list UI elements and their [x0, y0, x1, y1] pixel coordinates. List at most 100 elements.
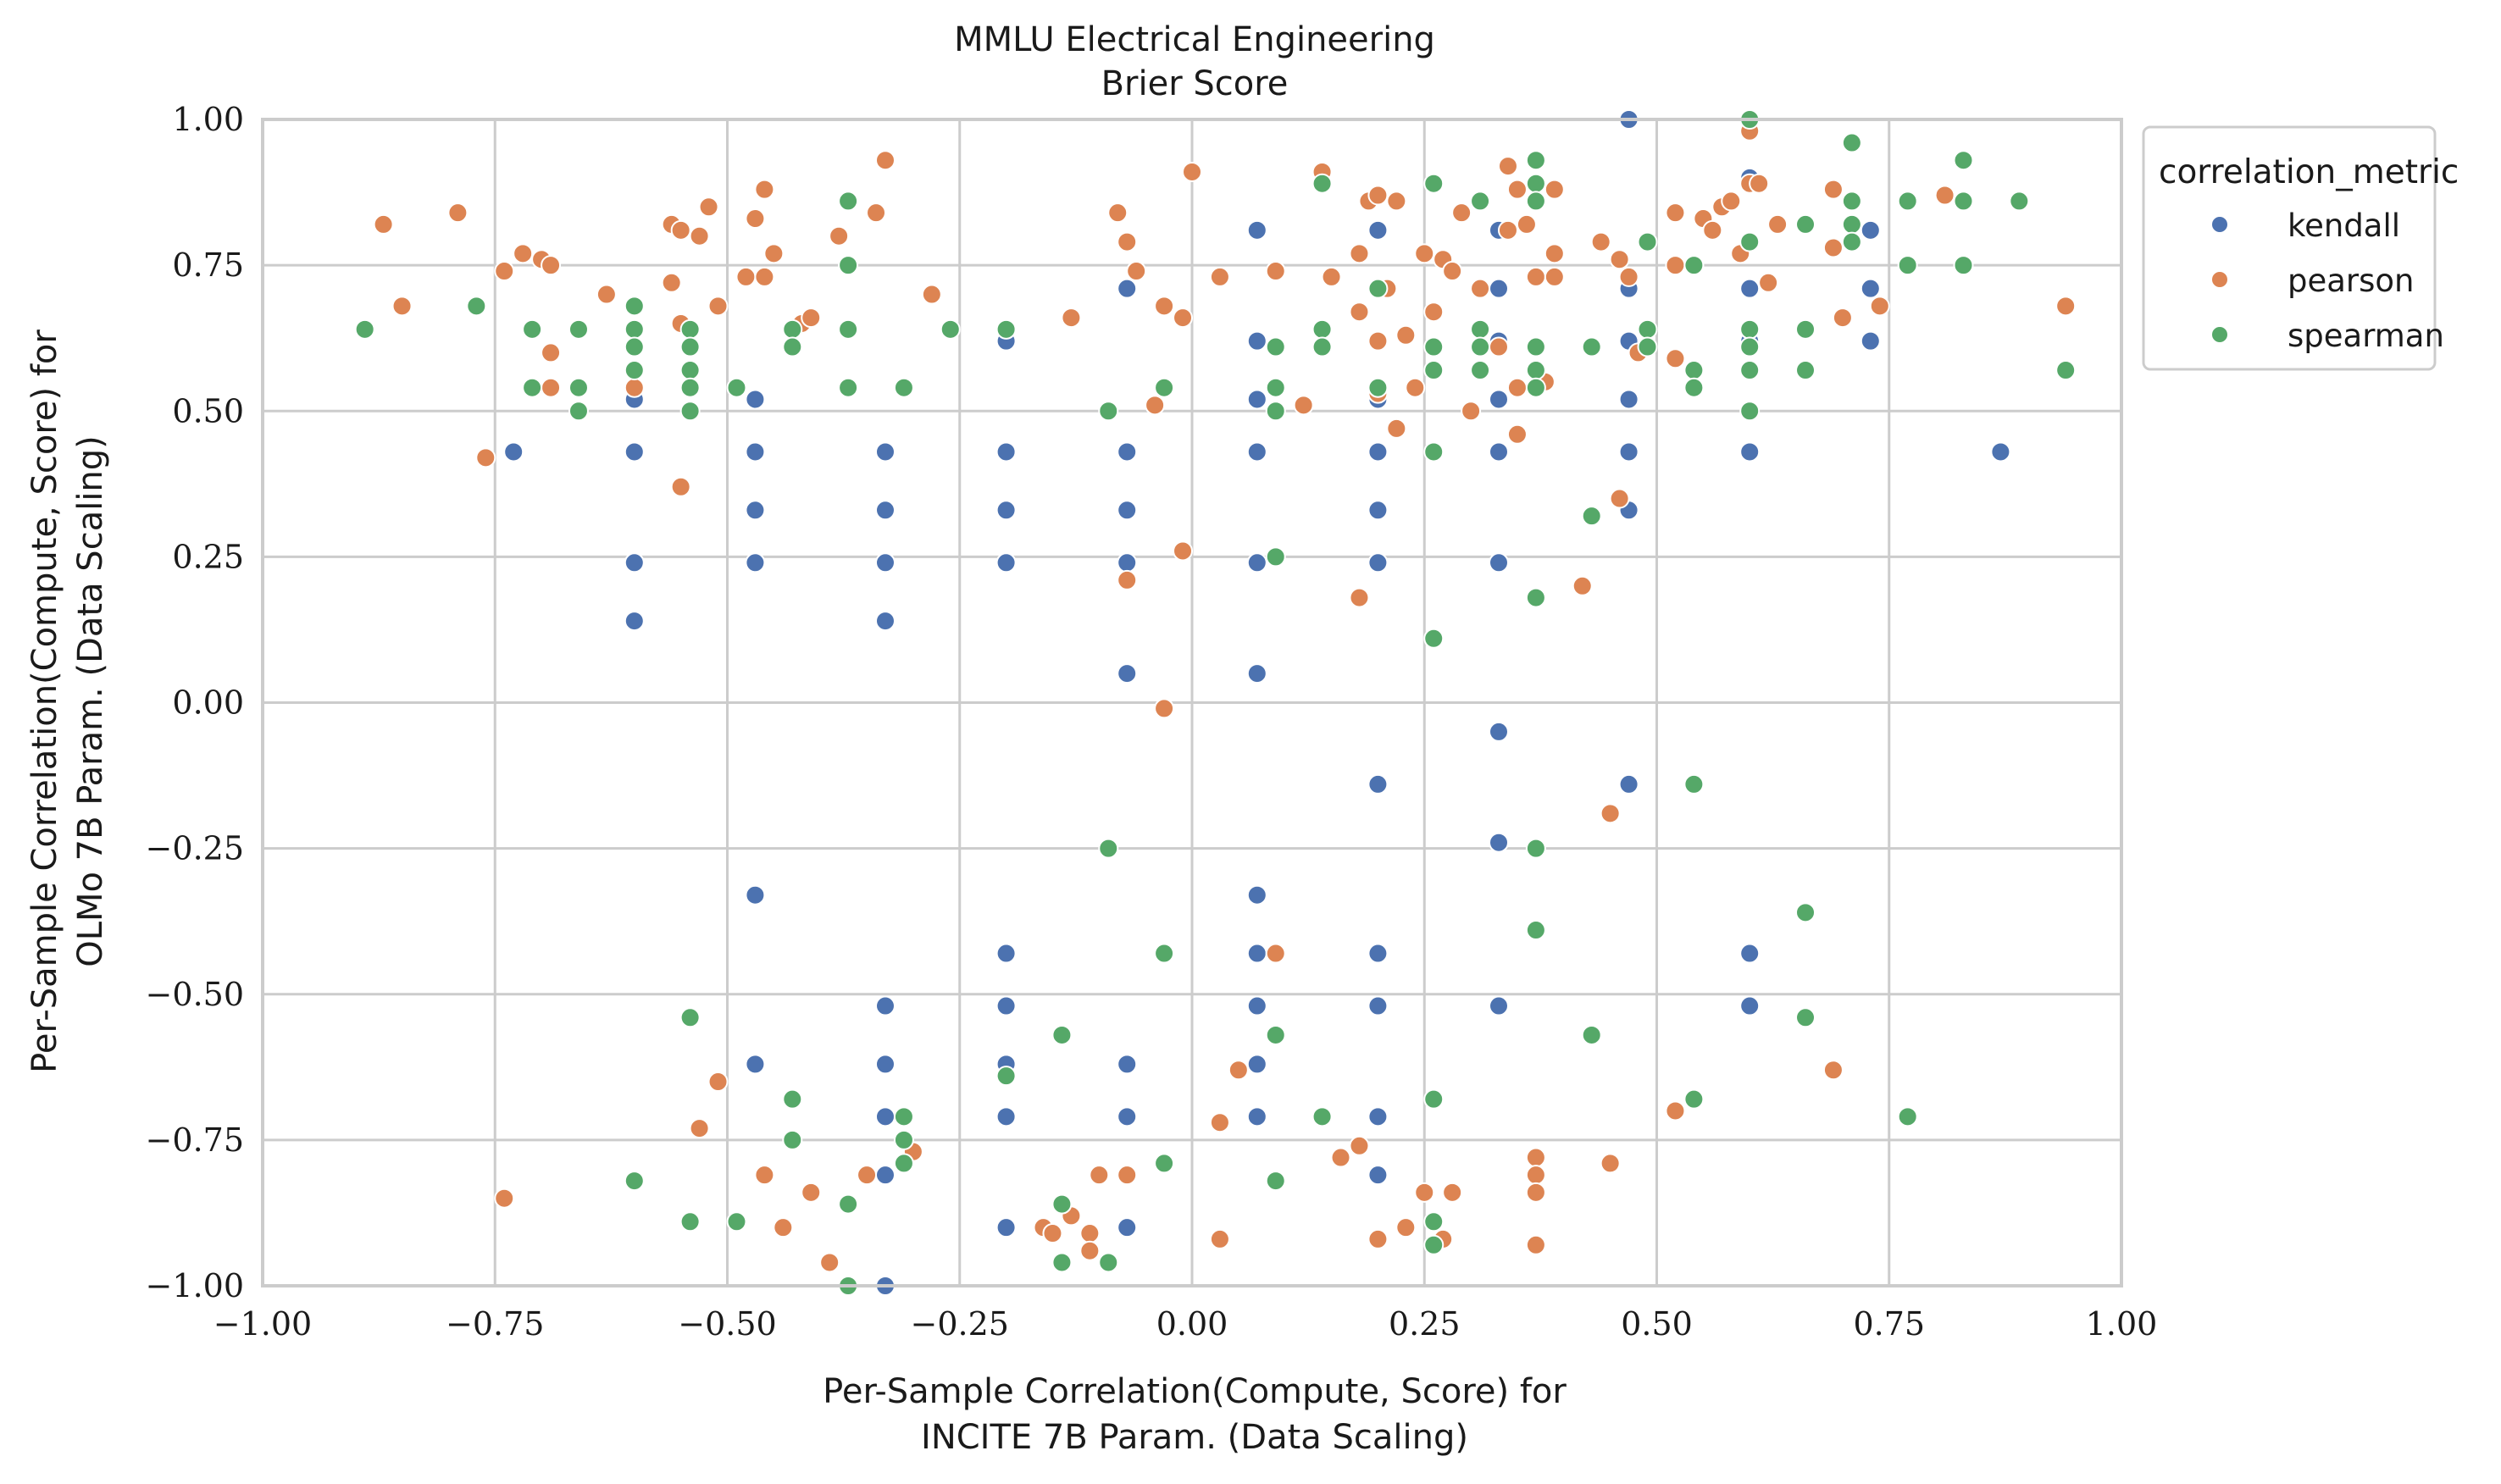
point-spearman	[1154, 943, 1175, 964]
point-kendall	[1489, 278, 1510, 299]
point-pearson	[1061, 307, 1082, 329]
point-kendall	[1246, 663, 1267, 684]
point-spearman	[893, 1153, 914, 1174]
point-pearson	[1182, 161, 1202, 182]
point-spearman	[1739, 360, 1761, 381]
point-spearman	[522, 377, 543, 398]
point-spearman	[1795, 213, 1816, 235]
point-pearson	[1665, 348, 1686, 369]
point-spearman	[838, 191, 859, 212]
point-kendall	[995, 500, 1017, 521]
point-pearson	[1767, 213, 1788, 235]
point-spearman	[522, 318, 543, 340]
point-kendall	[1367, 773, 1389, 795]
point-spearman	[679, 377, 701, 398]
point-kendall	[745, 1054, 766, 1075]
point-pearson	[1414, 243, 1435, 264]
point-spearman	[726, 377, 747, 398]
point-kendall	[874, 500, 896, 521]
point-kendall	[1990, 441, 2011, 462]
point-spearman	[893, 1129, 914, 1150]
point-kendall	[995, 1217, 1017, 1238]
point-pearson	[494, 1188, 515, 1209]
point-pearson	[1506, 377, 1528, 398]
point-pearson	[1758, 272, 1779, 293]
point-spearman	[679, 336, 701, 357]
point-spearman	[838, 255, 859, 276]
point-pearson	[1749, 173, 1770, 194]
point-spearman	[2009, 191, 2030, 212]
x-tick-label: −0.75	[446, 1305, 544, 1343]
point-kendall	[1246, 995, 1267, 1016]
point-pearson	[1265, 261, 1286, 282]
point-spearman	[679, 401, 701, 422]
point-spearman	[1953, 150, 1974, 171]
point-pearson	[1395, 324, 1417, 346]
point-spearman	[1739, 231, 1761, 252]
point-kendall	[874, 611, 896, 632]
point-spearman	[1265, 546, 1286, 568]
legend-label-spearman: spearman	[2288, 318, 2444, 354]
point-spearman	[466, 296, 487, 317]
point-pearson	[661, 272, 682, 293]
y-tick-label: −0.75	[146, 1121, 244, 1159]
point-spearman	[1581, 336, 1602, 357]
point-spearman	[679, 360, 701, 381]
point-pearson	[1869, 296, 1890, 317]
point-pearson	[1618, 266, 1639, 287]
y-tick-label: 0.75	[172, 246, 244, 284]
point-kendall	[1739, 278, 1761, 299]
legend-marker-pearson	[2210, 270, 2229, 289]
point-spearman	[1525, 360, 1546, 381]
point-pearson	[1349, 302, 1370, 323]
point-kendall	[624, 552, 645, 573]
point-spearman	[1897, 255, 1918, 276]
point-spearman	[1897, 191, 1918, 212]
point-pearson	[373, 213, 394, 235]
point-pearson	[1665, 255, 1686, 276]
point-spearman	[1423, 336, 1445, 357]
point-kendall	[1489, 832, 1510, 853]
point-kendall	[745, 441, 766, 462]
point-pearson	[1600, 1153, 1621, 1174]
point-pearson	[1386, 418, 1407, 439]
point-spearman	[1470, 360, 1491, 381]
point-pearson	[1544, 266, 1565, 287]
point-spearman	[1795, 902, 1816, 923]
y-axis-label-line-1: Per-Sample Correlation(Compute, Score) f…	[25, 329, 64, 1073]
x-tick-label: −0.25	[911, 1305, 1009, 1343]
point-spearman	[1098, 838, 1119, 859]
point-spearman	[1841, 191, 1862, 212]
point-kendall	[1117, 1106, 1138, 1127]
point-kendall	[995, 995, 1017, 1016]
point-pearson	[513, 243, 534, 264]
point-spearman	[1953, 255, 1974, 276]
point-spearman	[1312, 336, 1333, 357]
point-kendall	[1117, 1054, 1138, 1075]
point-spearman	[838, 377, 859, 398]
point-kendall	[1367, 552, 1389, 573]
point-spearman	[1470, 191, 1491, 212]
x-tick-label: 1.00	[2086, 1305, 2158, 1343]
point-kendall	[1246, 1054, 1267, 1075]
legend-title: correlation_metric	[2159, 153, 2459, 191]
point-spearman	[568, 401, 589, 422]
point-spearman	[1683, 255, 1705, 276]
point-spearman	[624, 1171, 645, 1192]
point-spearman	[354, 318, 375, 340]
point-pearson	[857, 1165, 878, 1186]
point-pearson	[707, 296, 729, 317]
point-pearson	[1117, 231, 1138, 252]
point-spearman	[1683, 360, 1705, 381]
point-spearman	[1637, 318, 1658, 340]
point-spearman	[782, 1088, 803, 1110]
point-pearson	[1590, 231, 1611, 252]
chart-title: MMLU Electrical Engineering	[954, 20, 1435, 59]
point-kendall	[1739, 441, 1761, 462]
point-kendall	[1246, 552, 1267, 573]
point-spearman	[679, 1211, 701, 1232]
point-pearson	[801, 307, 822, 329]
point-pearson	[1173, 307, 1194, 329]
point-spearman	[624, 296, 645, 317]
